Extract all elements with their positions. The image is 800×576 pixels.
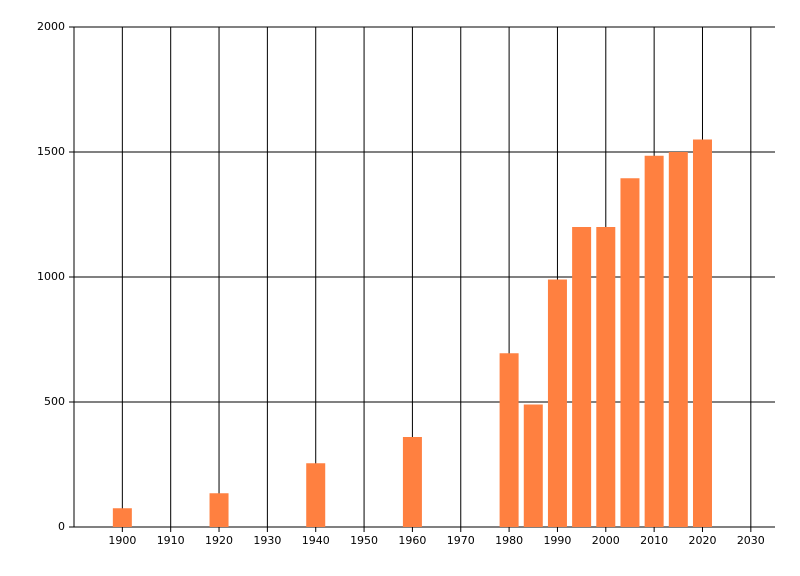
x-tick-label: 2010 — [640, 534, 668, 547]
bar — [402, 437, 422, 527]
y-tick-label: 0 — [58, 520, 65, 533]
bar — [306, 463, 326, 527]
x-tick-label: 2000 — [592, 534, 620, 547]
x-tick-label: 1940 — [302, 534, 330, 547]
x-tick-label: 1930 — [253, 534, 281, 547]
bar — [620, 178, 640, 527]
bar — [572, 227, 592, 527]
bar — [692, 139, 712, 527]
bar — [644, 155, 664, 527]
x-tick-label: 1910 — [157, 534, 185, 547]
bar — [668, 152, 688, 527]
x-tick-label: 1900 — [108, 534, 136, 547]
y-tick-label: 1500 — [37, 145, 65, 158]
x-tick-label: 1980 — [495, 534, 523, 547]
y-tick-label: 2000 — [37, 20, 65, 33]
x-tick-label: 1990 — [543, 534, 571, 547]
bar — [112, 508, 132, 527]
x-tick-label: 1920 — [205, 534, 233, 547]
y-tick-label: 1000 — [37, 270, 65, 283]
bar — [523, 404, 543, 527]
x-tick-label: 2030 — [737, 534, 765, 547]
bar — [499, 353, 519, 527]
y-tick-label: 500 — [44, 395, 65, 408]
bar — [547, 279, 567, 527]
x-tick-label: 2020 — [688, 534, 716, 547]
bar — [209, 493, 229, 527]
bar — [596, 227, 616, 527]
x-tick-label: 1970 — [447, 534, 475, 547]
x-tick-label: 1950 — [350, 534, 378, 547]
x-tick-label: 1960 — [398, 534, 426, 547]
